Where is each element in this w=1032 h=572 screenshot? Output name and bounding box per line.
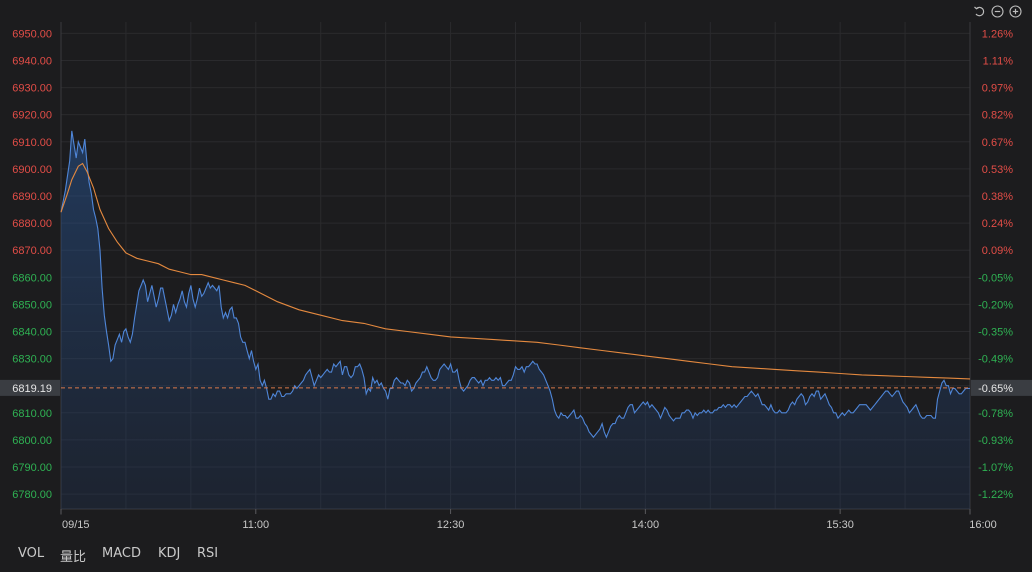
- y-tick-label-left: 6850.00: [12, 299, 52, 311]
- minus-circle-icon[interactable]: [991, 5, 1004, 18]
- y-tick-label-right: 0.09%: [982, 245, 1013, 257]
- y-tick-label-left: 6890.00: [12, 191, 52, 203]
- y-tick-label-right: -0.20%: [978, 299, 1013, 311]
- y-tick-label-left: 6930.00: [12, 83, 52, 95]
- y-tick-label-right: 0.67%: [982, 137, 1013, 149]
- current-price-label: 6819.19: [12, 383, 52, 395]
- y-tick-label-right: -0.49%: [978, 354, 1013, 366]
- y-tick-label-right: -0.78%: [978, 408, 1013, 420]
- x-tick-label: 14:00: [632, 519, 660, 531]
- y-tick-label-right: 0.24%: [982, 218, 1013, 230]
- current-pct-tag: [971, 379, 1032, 396]
- y-tick-label-left: 6880.00: [12, 218, 52, 230]
- y-tick-label-left: 6810.00: [12, 408, 52, 420]
- y-tick-label-right: 0.38%: [982, 191, 1013, 203]
- y-tick-label-right: -1.22%: [978, 489, 1013, 501]
- y-tick-label-left: 6870.00: [12, 245, 52, 257]
- y-tick-label-left: 6780.00: [12, 489, 52, 501]
- x-tick-label: 15:30: [826, 519, 854, 531]
- y-tick-label-left: 6860.00: [12, 272, 52, 284]
- current-price-tag: [0, 379, 60, 396]
- y-tick-label-right: 1.11%: [983, 55, 1014, 67]
- tab-macd[interactable]: MACD: [102, 546, 141, 561]
- y-tick-label-left: 6950.00: [12, 28, 52, 40]
- y-tick-label-right: 0.97%: [982, 83, 1013, 95]
- undo-icon[interactable]: [973, 5, 986, 18]
- price-line: [60, 130, 970, 439]
- tab-vol[interactable]: VOL: [18, 546, 45, 561]
- y-tick-label-right: -0.93%: [978, 435, 1013, 447]
- y-tick-label-left: 6920.00: [12, 110, 52, 122]
- current-pct-label: -0.65%: [978, 383, 1013, 395]
- y-tick-label-right: 0.53%: [982, 164, 1013, 176]
- y-tick-label-right: -0.05%: [978, 272, 1013, 284]
- tab-kdj[interactable]: KDJ: [158, 546, 181, 561]
- tab-rsi[interactable]: RSI: [197, 546, 219, 561]
- x-tick-label: 16:00: [969, 519, 997, 531]
- x-tick-label: 09/15: [62, 519, 90, 531]
- y-tick-label-left: 6830.00: [12, 354, 52, 366]
- y-tick-label-right: -0.35%: [978, 326, 1013, 338]
- tab-volume-ratio[interactable]: 量比: [60, 550, 87, 565]
- y-tick-label-left: 6800.00: [12, 435, 52, 447]
- x-tick-label: 11:00: [242, 519, 269, 531]
- plus-circle-icon[interactable]: [1009, 5, 1022, 18]
- y-tick-label-left: 6940.00: [12, 55, 52, 67]
- y-tick-label-left: 6910.00: [12, 137, 52, 149]
- average-line: [60, 162, 971, 380]
- y-tick-label-right: 1.26%: [982, 28, 1013, 40]
- x-tick-label: 12:30: [437, 519, 465, 531]
- y-tick-label-right: 0.82%: [982, 110, 1013, 122]
- y-tick-label-left: 6790.00: [12, 462, 52, 474]
- price-area: [61, 130, 970, 509]
- y-tick-label-left: 6900.00: [12, 164, 52, 176]
- y-tick-label-left: 6840.00: [12, 326, 52, 338]
- y-tick-label-right: -1.07%: [978, 462, 1013, 474]
